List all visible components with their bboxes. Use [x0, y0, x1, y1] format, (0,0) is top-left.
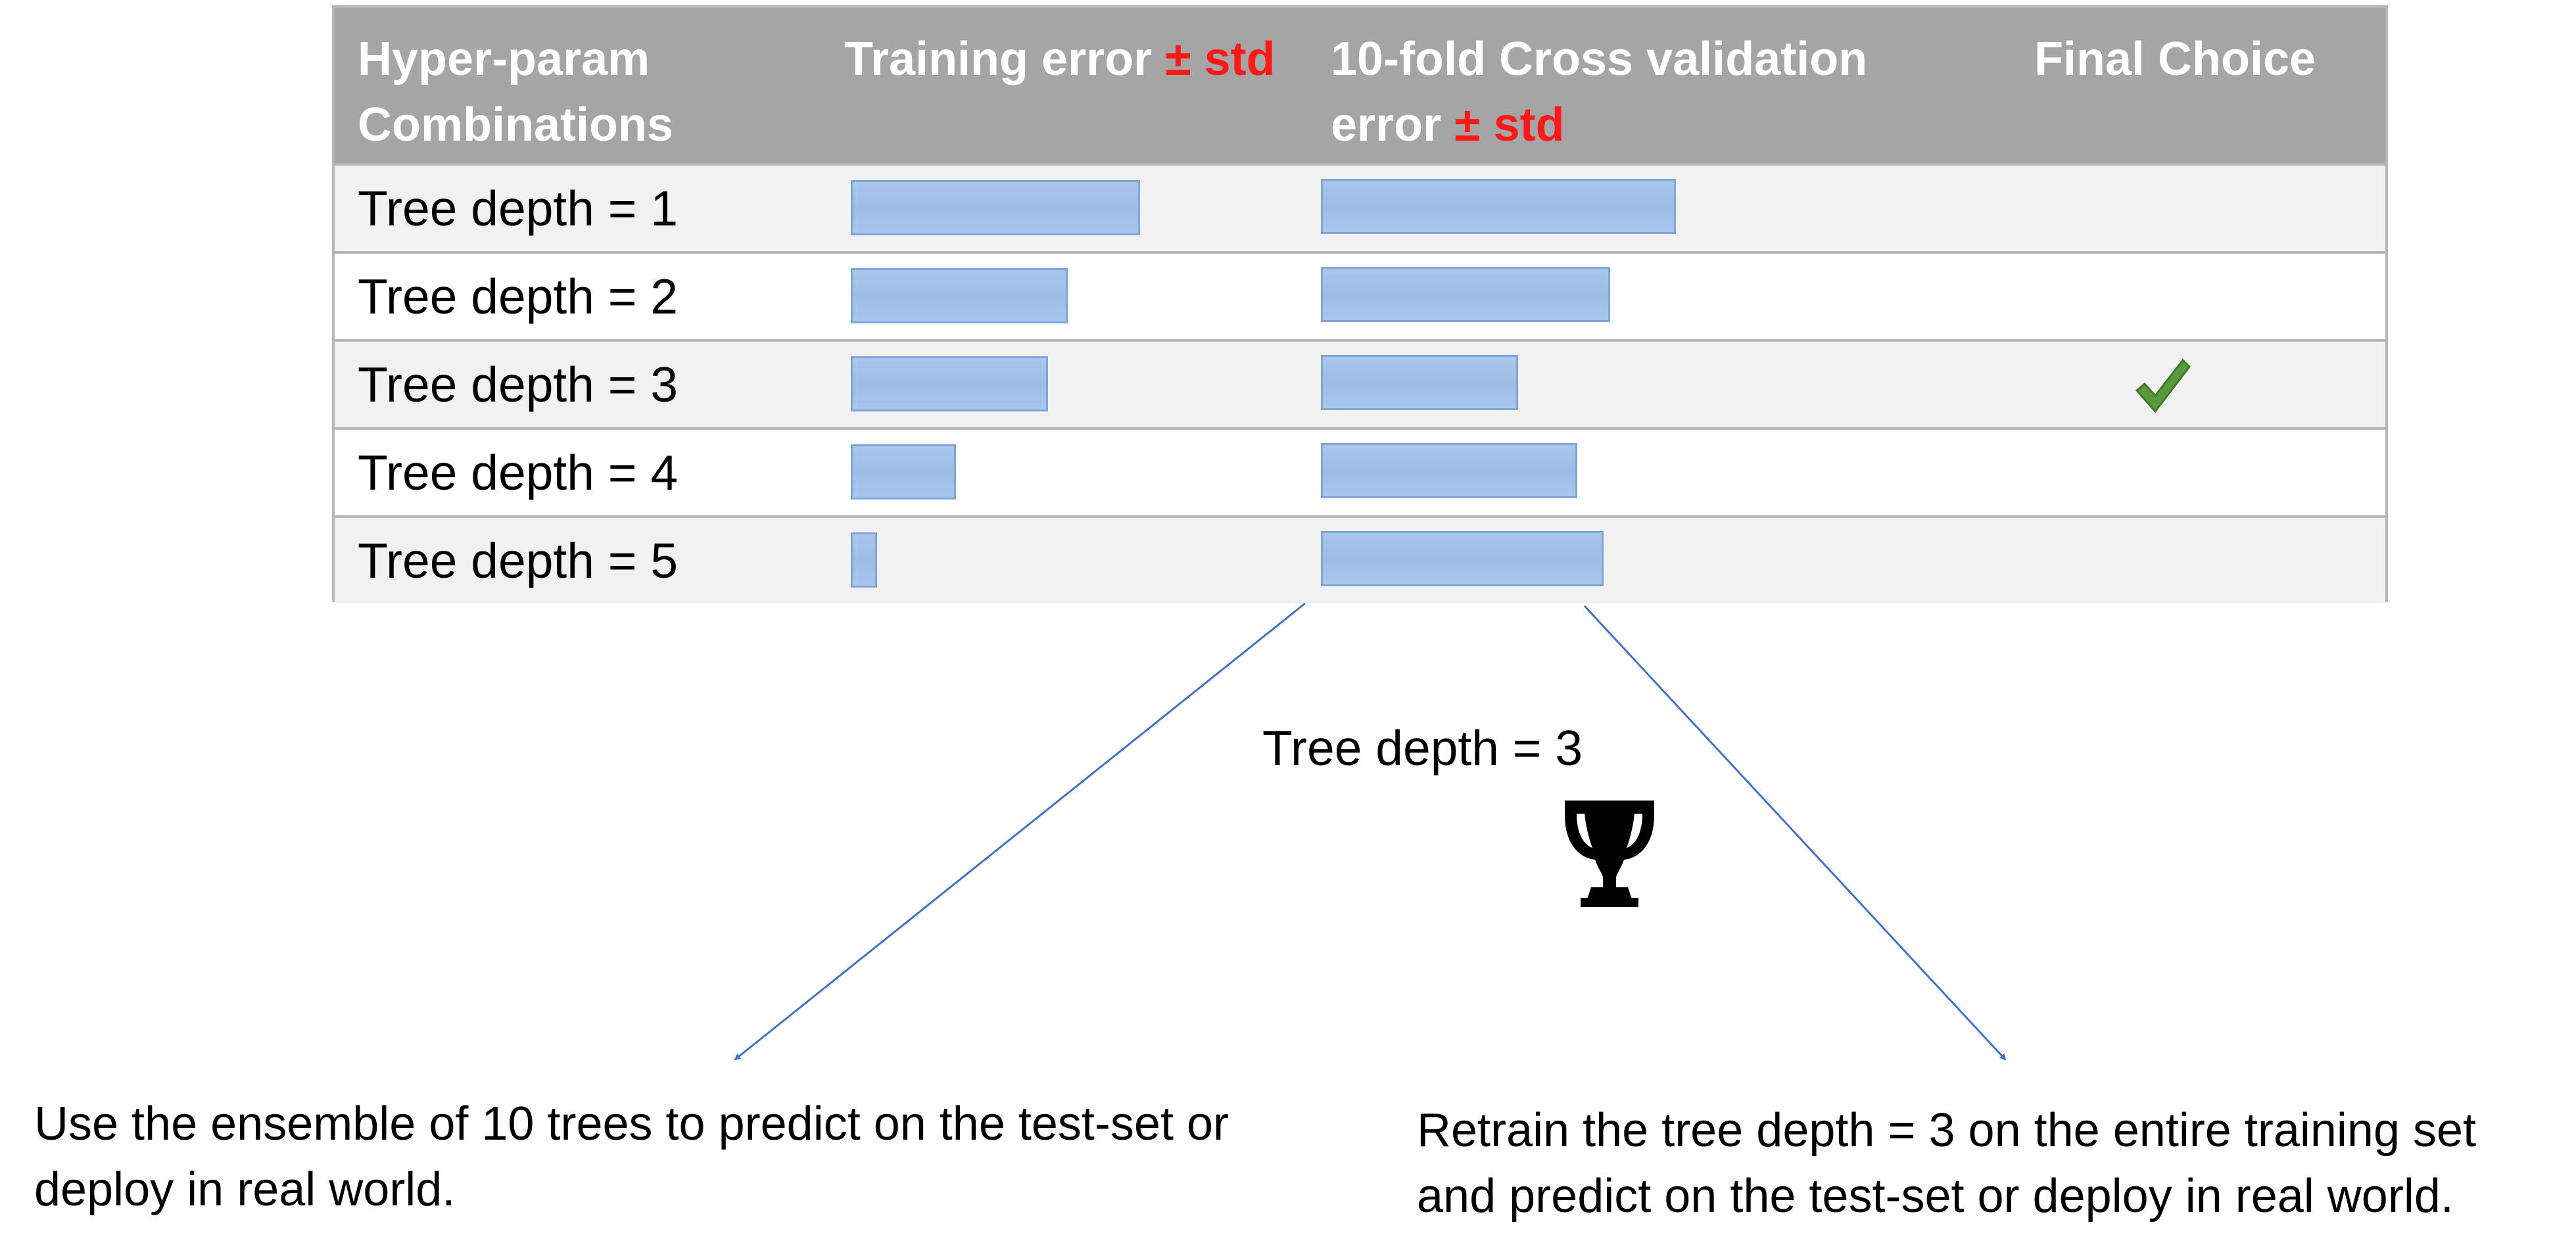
cv-error-bar — [1321, 443, 1577, 498]
checkmark-icon — [2135, 358, 2191, 413]
arrow-to-ensemble — [734, 602, 1306, 1061]
caption-ensemble: Use the ensemble of 10 trees to predict … — [34, 1098, 1229, 1216]
training-error-bar — [851, 356, 1048, 411]
row-label: Tree depth = 2 — [358, 269, 679, 324]
results-table: Hyper-param Combinations Training error … — [332, 5, 2388, 603]
table-row: Tree depth = 5 — [335, 515, 2385, 603]
caption-retrain: Retrain the tree depth = 3 on the entire… — [1417, 1104, 2477, 1222]
training-error-bar — [851, 268, 1068, 323]
table-row: Tree depth = 1 — [335, 163, 2385, 251]
table-row: Tree depth = 3 — [335, 339, 2385, 427]
header-cv-std: ± std — [1454, 99, 1565, 151]
training-error-bar — [851, 180, 1140, 235]
header-training-std: ± std — [1165, 33, 1276, 85]
trophy-icon — [1565, 801, 1654, 907]
header-training-label: Training error — [844, 33, 1166, 85]
training-error-bar — [851, 444, 956, 500]
cv-error-bar — [1321, 531, 1604, 586]
cv-error-bar — [1321, 267, 1610, 322]
row-label: Tree depth = 5 — [358, 533, 679, 588]
header-hyperparam: Hyper-param Combinations — [358, 33, 673, 151]
header-final-choice: Final Choice — [2034, 33, 2316, 85]
cv-error-bar — [1321, 355, 1518, 410]
table-row: Tree depth = 2 — [335, 251, 2385, 339]
row-label: Tree depth = 4 — [358, 445, 679, 500]
table-header: Hyper-param Combinations Training error … — [335, 8, 2385, 163]
header-cv-label: 10-fold Cross validation error — [1331, 33, 1868, 151]
header-training-error: Training error ± std — [844, 26, 1318, 92]
winner-label: Tree depth = 3 — [1262, 720, 1583, 776]
training-error-bar — [851, 532, 877, 588]
cv-error-bar — [1321, 179, 1676, 234]
row-label: Tree depth = 1 — [358, 181, 679, 236]
table-row: Tree depth = 4 — [335, 427, 2385, 515]
header-cv-error: 10-fold Cross validation error ± std — [1331, 26, 1936, 158]
row-label: Tree depth = 3 — [358, 357, 679, 412]
